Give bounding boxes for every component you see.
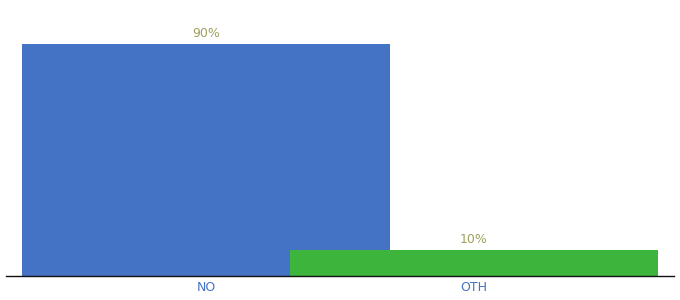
Text: 10%: 10% bbox=[460, 233, 488, 246]
Bar bbox=[22, 44, 390, 276]
Bar bbox=[290, 250, 658, 276]
Text: 90%: 90% bbox=[192, 27, 220, 40]
